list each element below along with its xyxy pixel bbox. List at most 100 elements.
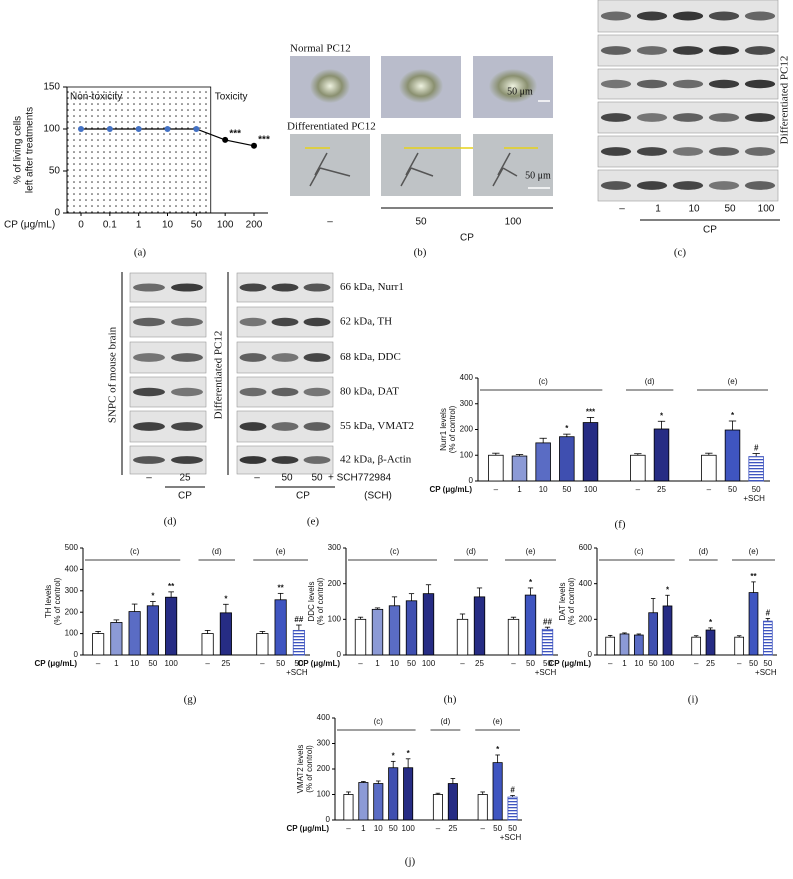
lane-label: – <box>619 204 625 215</box>
x-tick-label: 100 <box>661 659 675 668</box>
group-label: (d) <box>466 547 476 556</box>
non-toxicity-region <box>66 86 212 214</box>
band <box>744 79 776 89</box>
band <box>708 46 740 55</box>
y-tick-label: 400 <box>460 373 474 382</box>
cell-body <box>489 69 537 103</box>
region-label: Non-toxicity <box>70 92 122 103</box>
point <box>193 126 200 132</box>
y-axis-label: TH levels <box>44 585 53 618</box>
row-label: Normal PC12 <box>290 43 351 55</box>
x-tick-sublabel: +SCH <box>535 668 557 677</box>
neurite <box>309 152 351 187</box>
panel-label: (b) <box>414 247 427 259</box>
band <box>303 317 331 327</box>
y-tick-label: 0 <box>326 815 331 824</box>
bar <box>507 618 520 656</box>
x-tick-label: – <box>694 659 699 668</box>
row-label: Differentiated PC12 <box>287 121 376 133</box>
x-tick-label: 50 <box>752 485 761 494</box>
y-tick-label: 200 <box>460 425 474 434</box>
band <box>303 456 331 464</box>
x-axis-label: CP (μg/mL) <box>34 659 77 668</box>
band <box>672 46 704 55</box>
x-tick-label: 1 <box>517 485 522 494</box>
x-tick-label: 100 <box>164 659 178 668</box>
band <box>636 46 668 55</box>
x-tick-label: 10 <box>374 824 383 833</box>
band <box>239 456 267 464</box>
x-tick-label: 50 <box>526 659 535 668</box>
x-tick-label: 25 <box>221 659 230 668</box>
y-axis-label: left after treatments <box>25 107 36 193</box>
point <box>106 126 113 132</box>
x-axis-label: CP (μg/mL) <box>429 485 472 494</box>
significance: * <box>224 594 228 603</box>
band <box>636 181 668 190</box>
lane-label: 50 <box>724 204 736 215</box>
y-tick-label: 100 <box>317 790 331 799</box>
bar <box>110 622 123 656</box>
x-tick-label: – <box>707 485 712 494</box>
bar <box>748 592 759 656</box>
group-label: (e) <box>526 547 536 556</box>
bar <box>507 796 518 821</box>
panel-label: (h) <box>444 694 457 706</box>
y-axis-label: (% of control) <box>448 405 457 453</box>
y-tick-label: 300 <box>328 543 342 552</box>
significance: ** <box>168 582 175 591</box>
bar <box>403 767 414 821</box>
bar <box>705 629 716 656</box>
lane-label: 10 <box>688 204 700 215</box>
y-tick-label: 300 <box>460 399 474 408</box>
bar <box>201 633 214 656</box>
band <box>171 456 203 464</box>
x-tick-label: 0.1 <box>103 220 117 231</box>
bar <box>92 633 105 656</box>
x-tick-label: 1 <box>114 659 119 668</box>
micrograph <box>381 134 461 196</box>
bar <box>541 628 554 656</box>
y-tick-label: 200 <box>65 607 79 616</box>
x-tick-label: 50 <box>407 659 416 668</box>
suffix-note: (SCH) <box>364 491 392 502</box>
band <box>600 181 632 190</box>
group-label: (e) <box>493 717 503 726</box>
x-tick-label: 1 <box>375 659 380 668</box>
side-label: Differentiated PC12 <box>213 331 225 420</box>
bar <box>274 599 287 656</box>
x-tick-label: 50 <box>389 824 398 833</box>
x-tick-label: 100 <box>401 824 415 833</box>
bar <box>219 612 232 656</box>
x-axis-label: CP (μg/mL) <box>548 659 591 668</box>
x-tick-label: 25 <box>706 659 715 668</box>
lane-suffix: + SCH772984 <box>328 473 392 484</box>
bar <box>724 429 741 482</box>
point <box>251 142 257 149</box>
bar <box>582 422 599 482</box>
lane-label: 100 <box>758 204 775 215</box>
y-tick-label: 150 <box>43 82 60 93</box>
significance: ** <box>278 583 285 592</box>
group-label: (c) <box>390 547 400 556</box>
band <box>708 113 740 122</box>
panel-label: (f) <box>615 519 626 531</box>
x-tick-label: – <box>346 824 351 833</box>
significance: * <box>392 751 396 760</box>
x-tick-label: 1 <box>622 659 627 668</box>
band-label: 62 kDa, TH <box>340 316 392 328</box>
bar <box>619 633 630 656</box>
lane-label: 1 <box>655 204 661 215</box>
band <box>744 181 776 190</box>
bar <box>488 454 504 482</box>
band <box>600 113 632 122</box>
significance: * <box>151 592 155 601</box>
significance: * <box>709 618 713 627</box>
x-tick-label: 50 <box>191 220 203 231</box>
point <box>164 126 171 132</box>
x-tick-label: 50 <box>749 659 758 668</box>
bar <box>473 596 486 656</box>
bar <box>447 783 458 821</box>
x-tick-label: 200 <box>246 220 263 231</box>
bar <box>432 794 443 821</box>
